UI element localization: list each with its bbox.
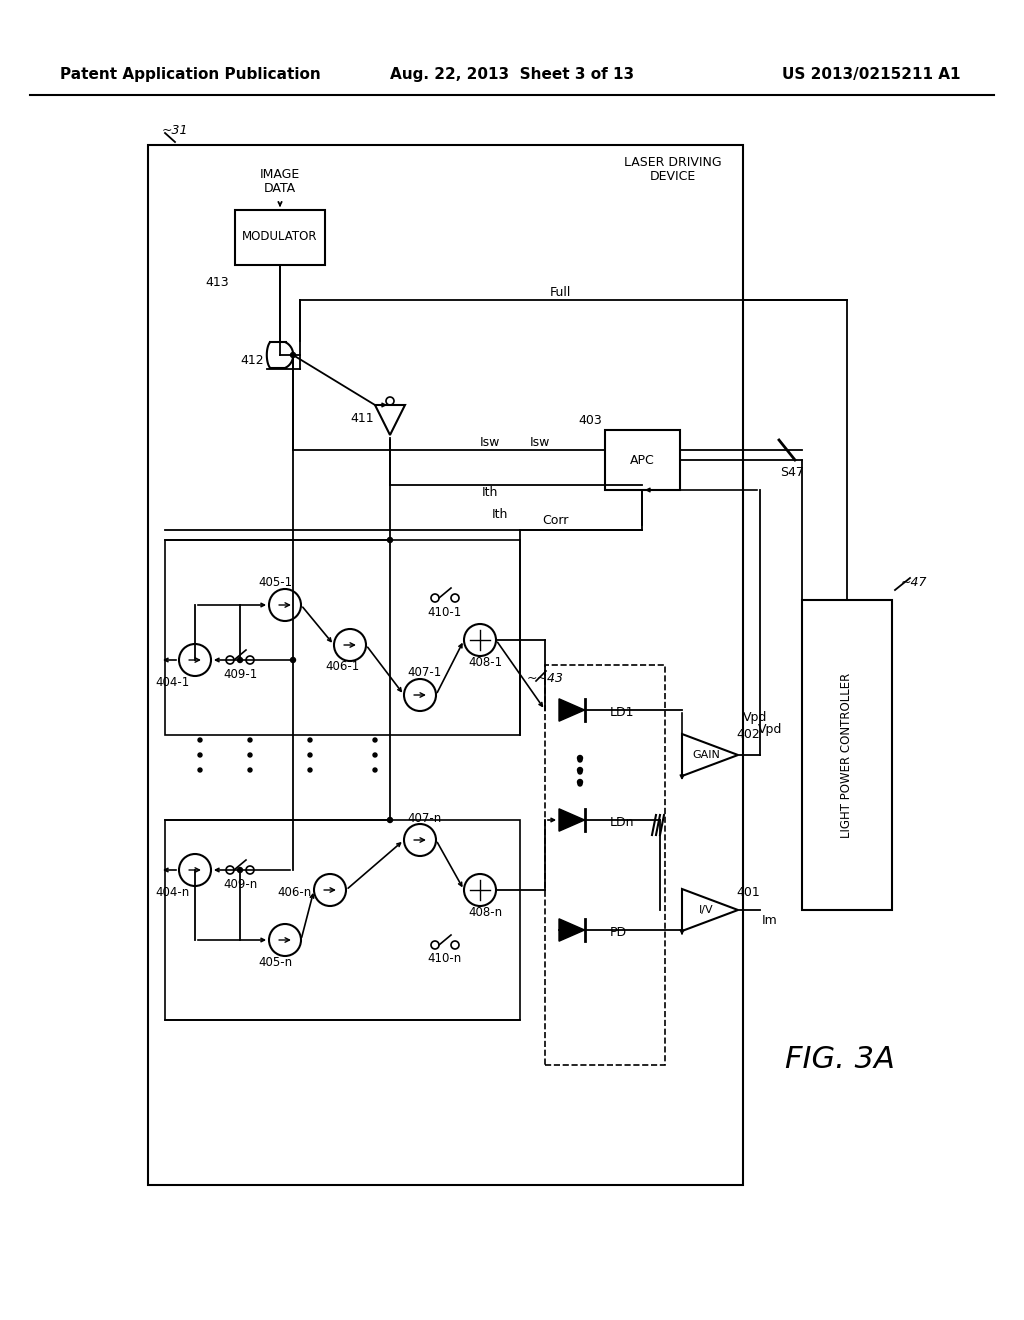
Circle shape <box>578 758 582 762</box>
Text: 412: 412 <box>241 355 264 367</box>
Text: Isw: Isw <box>529 436 550 449</box>
Circle shape <box>578 781 582 785</box>
Text: 407-n: 407-n <box>408 812 442 825</box>
Text: 404-1: 404-1 <box>156 676 190 689</box>
Circle shape <box>387 537 392 543</box>
Text: 401: 401 <box>736 886 760 899</box>
Text: Corr: Corr <box>542 513 568 527</box>
Bar <box>165 820 520 1020</box>
Text: LD1: LD1 <box>610 705 635 718</box>
Text: Isw: Isw <box>480 436 500 449</box>
Circle shape <box>373 768 377 772</box>
Text: Ith: Ith <box>492 508 508 521</box>
Circle shape <box>238 867 243 873</box>
Text: LASER DRIVING: LASER DRIVING <box>625 157 722 169</box>
Circle shape <box>238 657 243 663</box>
Text: I/V: I/V <box>698 906 714 915</box>
Text: 411: 411 <box>350 412 374 425</box>
Bar <box>165 540 520 735</box>
Bar <box>148 145 743 1185</box>
Circle shape <box>578 770 582 774</box>
Circle shape <box>578 780 583 784</box>
Text: IMAGE: IMAGE <box>260 169 300 181</box>
Text: 404-n: 404-n <box>156 886 190 899</box>
Polygon shape <box>559 919 585 941</box>
Text: Full: Full <box>549 285 570 298</box>
Text: 409-1: 409-1 <box>223 668 257 681</box>
Text: 405-n: 405-n <box>258 956 292 969</box>
Text: 405-1: 405-1 <box>258 577 292 590</box>
Circle shape <box>308 752 312 756</box>
Text: 408-1: 408-1 <box>468 656 502 668</box>
Circle shape <box>308 738 312 742</box>
Polygon shape <box>559 698 585 721</box>
Text: Patent Application Publication: Patent Application Publication <box>60 67 321 82</box>
Circle shape <box>198 738 202 742</box>
Text: 408-n: 408-n <box>468 906 502 919</box>
Text: DATA: DATA <box>264 181 296 194</box>
Circle shape <box>373 752 377 756</box>
Circle shape <box>291 657 296 663</box>
Text: Ith: Ith <box>482 487 499 499</box>
Bar <box>802 601 892 909</box>
Circle shape <box>248 768 252 772</box>
Bar <box>605 430 680 490</box>
Text: GAIN: GAIN <box>692 750 720 760</box>
Text: APC: APC <box>630 454 654 466</box>
Circle shape <box>291 352 296 358</box>
Circle shape <box>198 768 202 772</box>
Text: MODULATOR: MODULATOR <box>243 231 317 243</box>
Text: 407-1: 407-1 <box>408 667 442 680</box>
Circle shape <box>578 755 583 760</box>
Circle shape <box>387 817 392 822</box>
Text: DEVICE: DEVICE <box>650 170 696 183</box>
Circle shape <box>373 738 377 742</box>
Text: 403: 403 <box>579 413 602 426</box>
Text: 410-n: 410-n <box>428 953 462 965</box>
Text: Vpd: Vpd <box>742 710 767 723</box>
Text: Im: Im <box>762 913 778 927</box>
Circle shape <box>578 767 583 772</box>
Text: S47: S47 <box>780 466 804 479</box>
Text: LIGHT POWER CONTROLLER: LIGHT POWER CONTROLLER <box>841 672 853 838</box>
Text: 406-1: 406-1 <box>325 660 359 673</box>
Text: PD: PD <box>610 925 627 939</box>
Bar <box>545 665 665 1065</box>
Text: FIG. 3A: FIG. 3A <box>785 1045 895 1074</box>
Circle shape <box>248 738 252 742</box>
Text: US 2013/0215211 A1: US 2013/0215211 A1 <box>781 67 961 82</box>
Text: 413: 413 <box>205 276 228 289</box>
Text: Aug. 22, 2013  Sheet 3 of 13: Aug. 22, 2013 Sheet 3 of 13 <box>390 67 634 82</box>
Circle shape <box>248 752 252 756</box>
Circle shape <box>198 752 202 756</box>
Text: 402: 402 <box>736 729 760 742</box>
Text: ~~43: ~~43 <box>526 672 563 685</box>
Text: ~47: ~47 <box>901 576 928 589</box>
Text: Vpd: Vpd <box>758 723 782 737</box>
Text: 406-n: 406-n <box>278 886 312 899</box>
Bar <box>234 210 325 265</box>
Circle shape <box>308 768 312 772</box>
Polygon shape <box>559 809 585 832</box>
Text: 410-1: 410-1 <box>428 606 462 619</box>
Text: ~31: ~31 <box>162 124 188 136</box>
Text: 409-n: 409-n <box>223 878 257 891</box>
Text: LDn: LDn <box>610 816 635 829</box>
